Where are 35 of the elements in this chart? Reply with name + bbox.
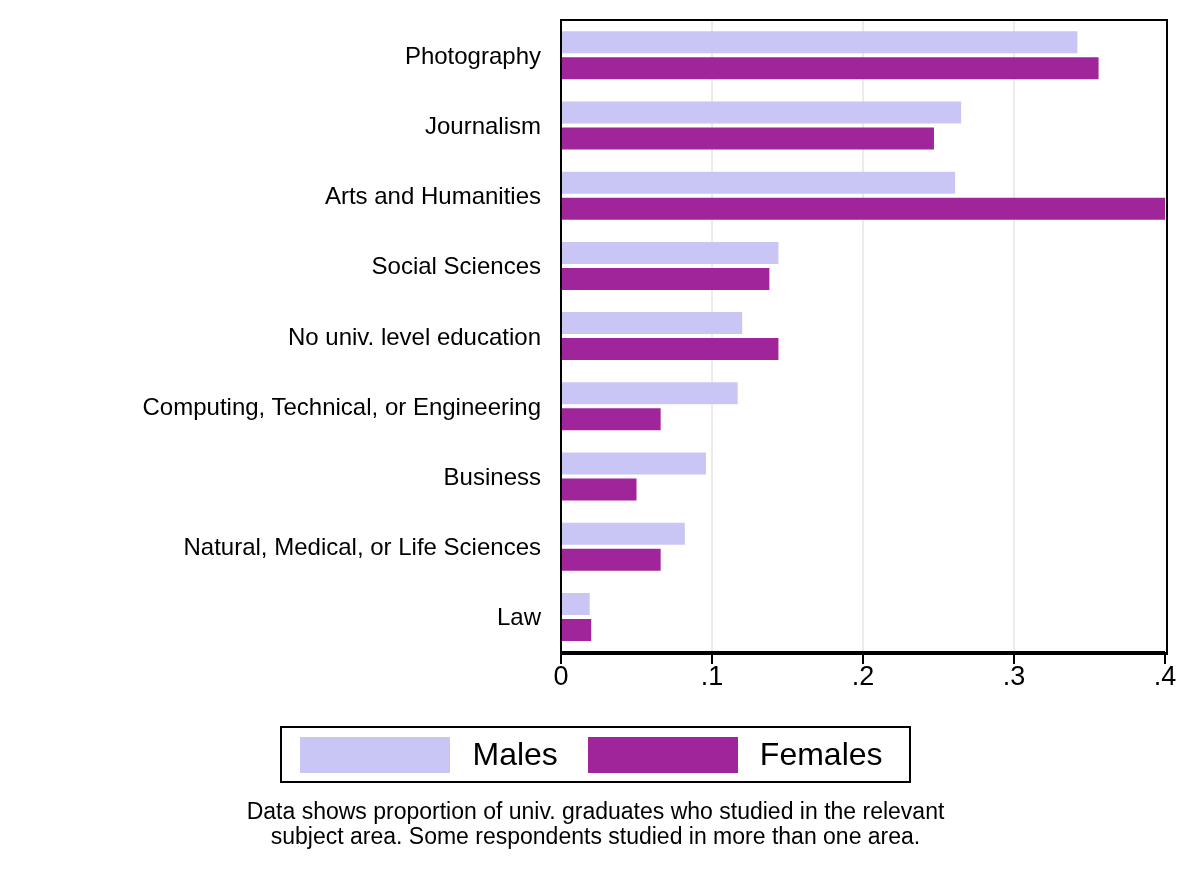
bar bbox=[561, 338, 779, 361]
legend-label: Females bbox=[759, 736, 883, 773]
y-tick-label: Natural, Medical, or Life Sciences bbox=[183, 533, 541, 561]
legend-label: Males bbox=[472, 736, 558, 773]
bar bbox=[561, 127, 934, 150]
x-tick-label: .3 bbox=[1002, 661, 1026, 692]
y-tick-label: Computing, Technical, or Engineering bbox=[142, 392, 541, 420]
y-tick-label: Law bbox=[496, 603, 542, 631]
y-tick-label: Social Sciences bbox=[371, 252, 541, 280]
bar bbox=[561, 522, 685, 545]
bar bbox=[561, 241, 779, 264]
bar bbox=[561, 548, 661, 571]
x-tick-label: 0 bbox=[553, 661, 569, 692]
bar bbox=[561, 57, 1099, 80]
text: Data shows proportion of univ. graduates who studied in the relevant subject area. Some respondents studied in more than one area. bbox=[245, 798, 946, 849]
bar bbox=[561, 619, 592, 642]
bar bbox=[561, 197, 1165, 220]
x-tick-label: .1 bbox=[700, 661, 724, 692]
bar bbox=[561, 312, 743, 335]
bar bbox=[561, 171, 956, 194]
bar bbox=[561, 593, 590, 616]
y-tick-label: Photography bbox=[404, 41, 541, 69]
bar bbox=[561, 267, 770, 290]
bar bbox=[561, 101, 962, 124]
bar bbox=[561, 452, 706, 475]
x-tick-label: .2 bbox=[851, 661, 875, 692]
y-tick-label: Journalism bbox=[424, 111, 541, 139]
y-tick-label: Arts and Humanities bbox=[324, 182, 541, 210]
bar bbox=[561, 478, 637, 501]
bar bbox=[561, 31, 1078, 54]
y-tick-label: Business bbox=[443, 462, 541, 490]
x-tick-label: .4 bbox=[1153, 661, 1177, 692]
y-tick-label: No univ. level education bbox=[287, 322, 541, 350]
bar bbox=[561, 382, 738, 405]
bar bbox=[561, 408, 661, 431]
